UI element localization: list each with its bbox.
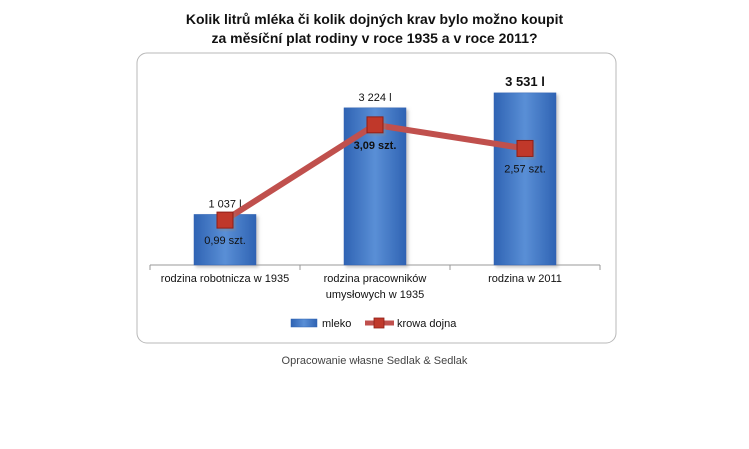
line-value-label: 3,09 szt. bbox=[354, 140, 397, 152]
bar-mleko bbox=[343, 107, 407, 266]
bar-value-label: 1 037 l bbox=[208, 198, 241, 210]
line-marker bbox=[216, 211, 234, 229]
legend-swatch-mleko bbox=[290, 318, 318, 328]
bar-value-label: 3 224 l bbox=[358, 92, 391, 104]
legend-label-krowa-dojna: krowa dojna bbox=[397, 318, 457, 330]
x-tick-label: umysłowych w 1935 bbox=[326, 289, 424, 301]
line-value-label: 2,57 szt. bbox=[504, 163, 546, 175]
x-tick-label: rodzina robotnicza w 1935 bbox=[161, 273, 289, 285]
chart-title-line-1: Kolik litrů mléka či kolik dojných krav … bbox=[185, 11, 564, 27]
chart-title-line-2: za měsíční plat rodiny v roce 1935 a v r… bbox=[211, 30, 538, 46]
bar-value-label: 3 531 l bbox=[505, 74, 545, 89]
line-marker bbox=[516, 139, 534, 157]
source-note: Opracowanie własne Sedlak & Sedlak bbox=[281, 355, 468, 367]
legend-marker-krowa-dojna bbox=[373, 317, 385, 329]
legend-label-mleko: mleko bbox=[322, 318, 351, 330]
bar-mleko bbox=[493, 92, 557, 266]
line-marker bbox=[366, 116, 384, 134]
x-tick-label: rodzina pracowników bbox=[324, 273, 427, 285]
line-value-label: 0,99 szt. bbox=[204, 235, 246, 247]
x-tick-label: rodzina w 2011 bbox=[488, 273, 562, 285]
chart-title: Kolik litrů mléka či kolik dojných krav … bbox=[0, 10, 749, 48]
